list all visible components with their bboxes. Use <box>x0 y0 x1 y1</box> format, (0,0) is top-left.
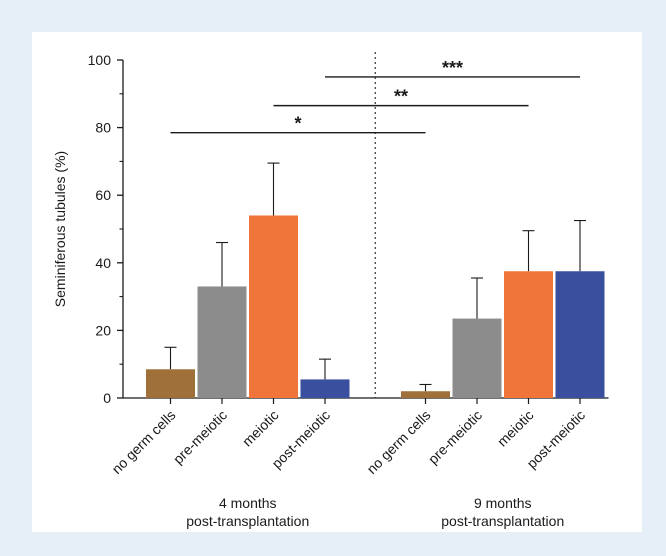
significance-label: * <box>294 114 301 134</box>
group-label: 9 months <box>474 495 532 511</box>
significance-label: ** <box>394 87 408 107</box>
y-tick-label: 40 <box>95 255 111 271</box>
bar <box>146 369 195 398</box>
group-label: post-transplantation <box>186 513 309 529</box>
category-label: no germ cells <box>363 407 433 477</box>
y-tick-label: 20 <box>95 322 111 338</box>
y-tick-label: 80 <box>95 120 111 136</box>
bar <box>197 286 247 398</box>
group-label: 4 months <box>219 495 277 511</box>
significance-label: *** <box>442 58 463 78</box>
y-tick-label: 0 <box>103 390 111 406</box>
bar <box>555 271 605 398</box>
category-label: pre-meiotic <box>170 407 230 467</box>
bar <box>249 215 298 398</box>
bar-chart: 0 20 40 60 80 100 Seminiferous tubules (%) no g… <box>52 52 609 529</box>
group-label: post-transplantation <box>441 513 564 529</box>
y-axis-title: Seminiferous tubules (%) <box>52 151 68 307</box>
category-label: no germ cells <box>108 407 178 477</box>
y-tick-label: 60 <box>95 187 111 203</box>
bar <box>300 379 350 398</box>
bar <box>401 391 450 398</box>
bar <box>504 271 553 398</box>
category-label: meiotic <box>239 407 282 450</box>
category-label: meiotic <box>494 407 537 450</box>
chart-panel: 0 20 40 60 80 100 Seminiferous tubules (%) no g… <box>32 32 642 532</box>
category-label: pre-meiotic <box>425 407 485 467</box>
y-tick-label: 100 <box>88 52 112 68</box>
bar <box>452 318 502 398</box>
